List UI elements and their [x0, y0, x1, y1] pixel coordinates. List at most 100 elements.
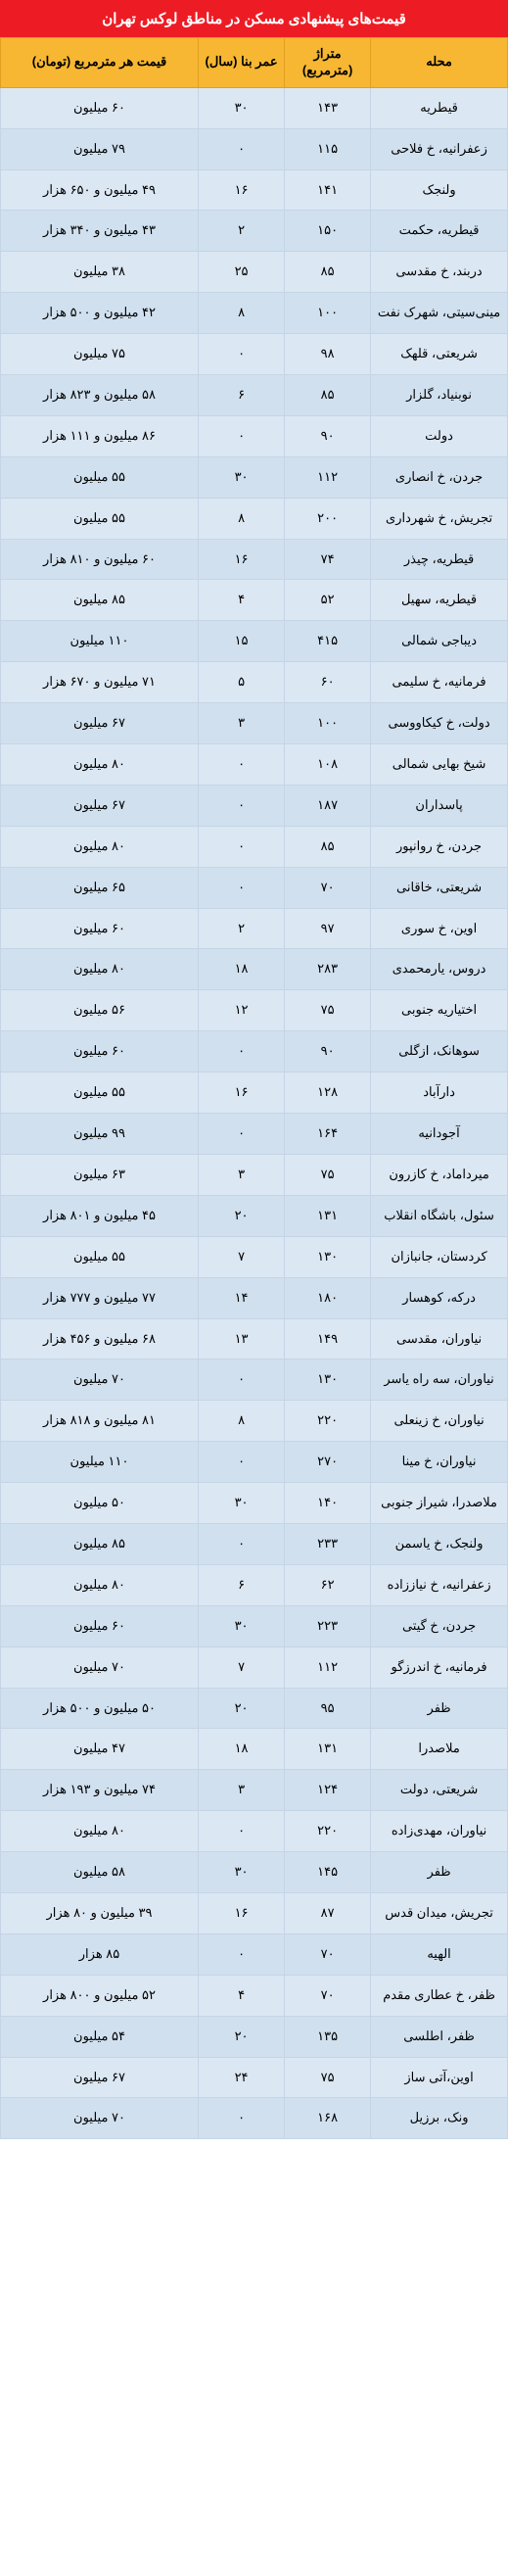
cell-price: ۹۹ میلیون [1, 1114, 199, 1155]
cell-neighborhood: تجریش، میدان قدس [371, 1892, 508, 1933]
table-row: سوهانک، ازگلی۹۰۰۶۰ میلیون [1, 1031, 508, 1073]
cell-neighborhood: فرمانیه، خ سلیمی [371, 662, 508, 703]
table-row: شریعتی، دولت۱۲۴۳۷۴ میلیون و ۱۹۳ هزار [1, 1770, 508, 1811]
cell-neighborhood: دروس، یارمحمدی [371, 949, 508, 990]
cell-price: ۸۵ هزار [1, 1933, 199, 1975]
cell-age: ۲۵ [199, 252, 285, 293]
table-row: اوین،آتی ساز۷۵۲۴۶۷ میلیون [1, 2057, 508, 2098]
table-row: فرمانیه، خ سلیمی۶۰۵۷۱ میلیون و ۶۷۰ هزار [1, 662, 508, 703]
cell-area: ۸۷ [285, 1892, 371, 1933]
cell-area: ۱۱۲ [285, 456, 371, 498]
cell-neighborhood: نیاوران، مهدی‌زاده [371, 1811, 508, 1852]
cell-price: ۳۹ میلیون و ۸۰ هزار [1, 1892, 199, 1933]
table-row: نیاوران، سه راه یاسر۱۳۰۰۷۰ میلیون [1, 1360, 508, 1401]
table-row: دروس، یارمحمدی۲۸۳۱۸۸۰ میلیون [1, 949, 508, 990]
cell-neighborhood: زعفرانیه، خ نیاززاده [371, 1564, 508, 1605]
cell-age: ۰ [199, 2098, 285, 2139]
cell-age: ۱۶ [199, 539, 285, 580]
cell-price: ۵۵ میلیون [1, 456, 199, 498]
cell-price: ۵۰ میلیون [1, 1483, 199, 1524]
cell-price: ۷۹ میلیون [1, 128, 199, 169]
cell-area: ۱۱۵ [285, 128, 371, 169]
cell-age: ۳۰ [199, 1605, 285, 1646]
cell-neighborhood: ولنجک، خ یاسمن [371, 1523, 508, 1564]
cell-age: ۱۸ [199, 949, 285, 990]
cell-price: ۵۸ میلیون و ۸۲۳ هزار [1, 375, 199, 416]
table-row: شیخ بهایی شمالی۱۰۸۰۸۰ میلیون [1, 744, 508, 786]
cell-neighborhood: قیطریه، سهیل [371, 580, 508, 621]
cell-age: ۰ [199, 415, 285, 456]
table-row: ملاصدرا، شیراز جنوبی۱۴۰۳۰۵۰ میلیون [1, 1483, 508, 1524]
cell-price: ۶۷ میلیون [1, 703, 199, 744]
table-row: اختیاریه جنوبی۷۵۱۲۵۶ میلیون [1, 990, 508, 1031]
cell-area: ۶۰ [285, 662, 371, 703]
cell-price: ۵۵ میلیون [1, 1073, 199, 1114]
table-row: جردن، خ انصاری۱۱۲۳۰۵۵ میلیون [1, 456, 508, 498]
cell-age: ۱۸ [199, 1729, 285, 1770]
cell-price: ۶۰ میلیون [1, 908, 199, 949]
cell-area: ۲۰۰ [285, 498, 371, 539]
table-row: ولنجک، خ یاسمن۲۳۳۰۸۵ میلیون [1, 1523, 508, 1564]
cell-price: ۸۱ میلیون و ۸۱۸ هزار [1, 1401, 199, 1442]
cell-area: ۹۸ [285, 334, 371, 375]
cell-area: ۷۵ [285, 1154, 371, 1195]
cell-area: ۱۲۸ [285, 1073, 371, 1114]
cell-neighborhood: جردن، خ گیتی [371, 1605, 508, 1646]
cell-neighborhood: نیاوران، سه راه یاسر [371, 1360, 508, 1401]
cell-area: ۱۴۹ [285, 1318, 371, 1360]
cell-age: ۶ [199, 375, 285, 416]
cell-area: ۱۴۱ [285, 169, 371, 211]
cell-price: ۶۰ میلیون [1, 1031, 199, 1073]
cell-age: ۴ [199, 580, 285, 621]
cell-price: ۴۲ میلیون و ۵۰۰ هزار [1, 293, 199, 334]
cell-area: ۲۳۳ [285, 1523, 371, 1564]
cell-neighborhood: ملاصدرا، شیراز جنوبی [371, 1483, 508, 1524]
cell-neighborhood: جردن، خ روانپور [371, 826, 508, 867]
cell-age: ۳۰ [199, 456, 285, 498]
cell-age: ۱۶ [199, 1073, 285, 1114]
cell-age: ۸ [199, 293, 285, 334]
cell-age: ۰ [199, 334, 285, 375]
cell-area: ۱۶۴ [285, 1114, 371, 1155]
cell-price: ۴۹ میلیون و ۶۵۰ هزار [1, 169, 199, 211]
cell-area: ۲۲۳ [285, 1605, 371, 1646]
table-row: پاسداران۱۸۷۰۶۷ میلیون [1, 785, 508, 826]
cell-neighborhood: کردستان، جانبازان [371, 1236, 508, 1277]
cell-neighborhood: نیاوران، مقدسی [371, 1318, 508, 1360]
cell-age: ۱۲ [199, 990, 285, 1031]
cell-age: ۰ [199, 1360, 285, 1401]
cell-area: ۶۲ [285, 1564, 371, 1605]
table-row: ونک، برزیل۱۶۸۰۷۰ میلیون [1, 2098, 508, 2139]
cell-area: ۱۰۸ [285, 744, 371, 786]
cell-area: ۹۷ [285, 908, 371, 949]
cell-neighborhood: ونک، برزیل [371, 2098, 508, 2139]
cell-neighborhood: تجریش، خ شهرداری [371, 498, 508, 539]
cell-neighborhood: قیطریه، حکمت [371, 211, 508, 252]
cell-area: ۹۰ [285, 1031, 371, 1073]
table-row: فرمانیه، خ اندرزگو۱۱۲۷۷۰ میلیون [1, 1646, 508, 1688]
cell-neighborhood: ظفر، اطلسی [371, 2016, 508, 2057]
cell-neighborhood: ظفر [371, 1688, 508, 1729]
cell-area: ۲۷۰ [285, 1442, 371, 1483]
cell-neighborhood: ملاصدرا [371, 1729, 508, 1770]
cell-price: ۶۷ میلیون [1, 785, 199, 826]
cell-area: ۱۳۵ [285, 2016, 371, 2057]
table-row: دولت۹۰۰۸۶ میلیون و ۱۱۱ هزار [1, 415, 508, 456]
cell-price: ۸۰ میلیون [1, 744, 199, 786]
table-row: ظفر، خ عطاری مقدم۷۰۴۵۲ میلیون و ۸۰۰ هزار [1, 1975, 508, 2016]
cell-neighborhood: زعفرانیه، خ فلاحی [371, 128, 508, 169]
cell-price: ۶۷ میلیون [1, 2057, 199, 2098]
cell-area: ۱۰۰ [285, 293, 371, 334]
cell-area: ۲۸۳ [285, 949, 371, 990]
cell-neighborhood: شیخ بهایی شمالی [371, 744, 508, 786]
cell-neighborhood: دولت [371, 415, 508, 456]
cell-neighborhood: شریعتی، خاقانی [371, 867, 508, 908]
cell-area: ۱۲۴ [285, 1770, 371, 1811]
cell-area: ۷۰ [285, 1975, 371, 2016]
cell-price: ۷۰ میلیون [1, 1646, 199, 1688]
cell-price: ۴۵ میلیون و ۸۰۱ هزار [1, 1195, 199, 1236]
cell-neighborhood: ولنجک [371, 169, 508, 211]
cell-age: ۰ [199, 1811, 285, 1852]
cell-price: ۸۵ میلیون [1, 1523, 199, 1564]
cell-age: ۳ [199, 1154, 285, 1195]
